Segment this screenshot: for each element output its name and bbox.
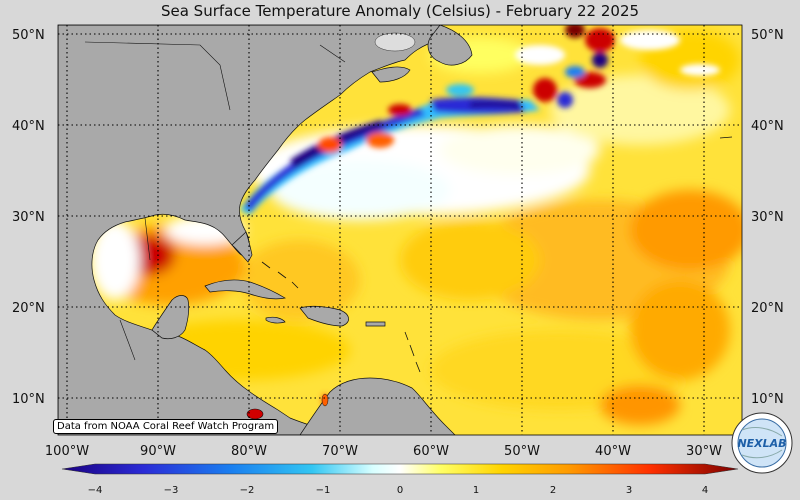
lon-label-50w: 50°W (504, 444, 540, 459)
cb-tick-1: 1 (473, 485, 479, 496)
cb-tick-4: 4 (702, 485, 708, 496)
lon-label-80w: 80°W (231, 444, 267, 459)
lon-label-60w: 60°W (413, 444, 449, 459)
colorbar: −4 −3 −2 −1 0 1 2 3 4 (61, 463, 739, 496)
cb-tick-0: 0 (397, 485, 403, 496)
lat-label-right-20: 20°N (751, 301, 784, 316)
land-masses (58, 25, 473, 435)
logo-text: NEXLAB (737, 437, 786, 450)
lon-label-90w: 90°W (140, 444, 176, 459)
lat-label-left-20: 20°N (12, 301, 45, 316)
lat-label-right-40: 40°N (751, 119, 784, 134)
lat-label-right-10: 10°N (751, 392, 784, 407)
cb-tick-2: 2 (550, 485, 556, 496)
data-credit: Data from NOAA Coral Reef Watch Program (53, 419, 279, 434)
cb-tick-3: 3 (626, 485, 632, 496)
lat-label-left-40: 40°N (12, 119, 45, 134)
graticule (58, 25, 742, 435)
nexlab-logo: NEXLAB (731, 412, 793, 474)
map-title: Sea Surface Temperature Anomaly (Celsius… (160, 2, 640, 20)
lat-label-right-50: 50°N (751, 28, 784, 43)
lat-label-left-50: 50°N (12, 28, 45, 43)
lat-label-left-10: 10°N (12, 392, 45, 407)
longitude-labels: 100°W 90°W 80°W 70°W 60°W 50°W 40°W 30°W (45, 444, 722, 459)
lat-label-left-30: 30°N (12, 210, 45, 225)
cb-tick-neg4: −4 (88, 485, 103, 496)
sst-field (58, 25, 742, 435)
lon-label-30w: 30°W (686, 444, 722, 459)
lon-label-70w: 70°W (322, 444, 358, 459)
colorbar-tick-labels: −4 −3 −2 −1 0 1 2 3 4 (88, 485, 709, 496)
latitude-labels: 50°N 40°N 30°N 20°N 10°N 50°N 40°N 30°N … (12, 28, 784, 407)
lon-label-100w: 100°W (45, 444, 89, 459)
lat-label-right-30: 30°N (751, 210, 784, 225)
cb-tick-neg2: −2 (240, 485, 255, 496)
cb-tick-neg1: −1 (316, 485, 331, 496)
cb-tick-neg3: −3 (164, 485, 179, 496)
lon-label-40w: 40°W (595, 444, 631, 459)
